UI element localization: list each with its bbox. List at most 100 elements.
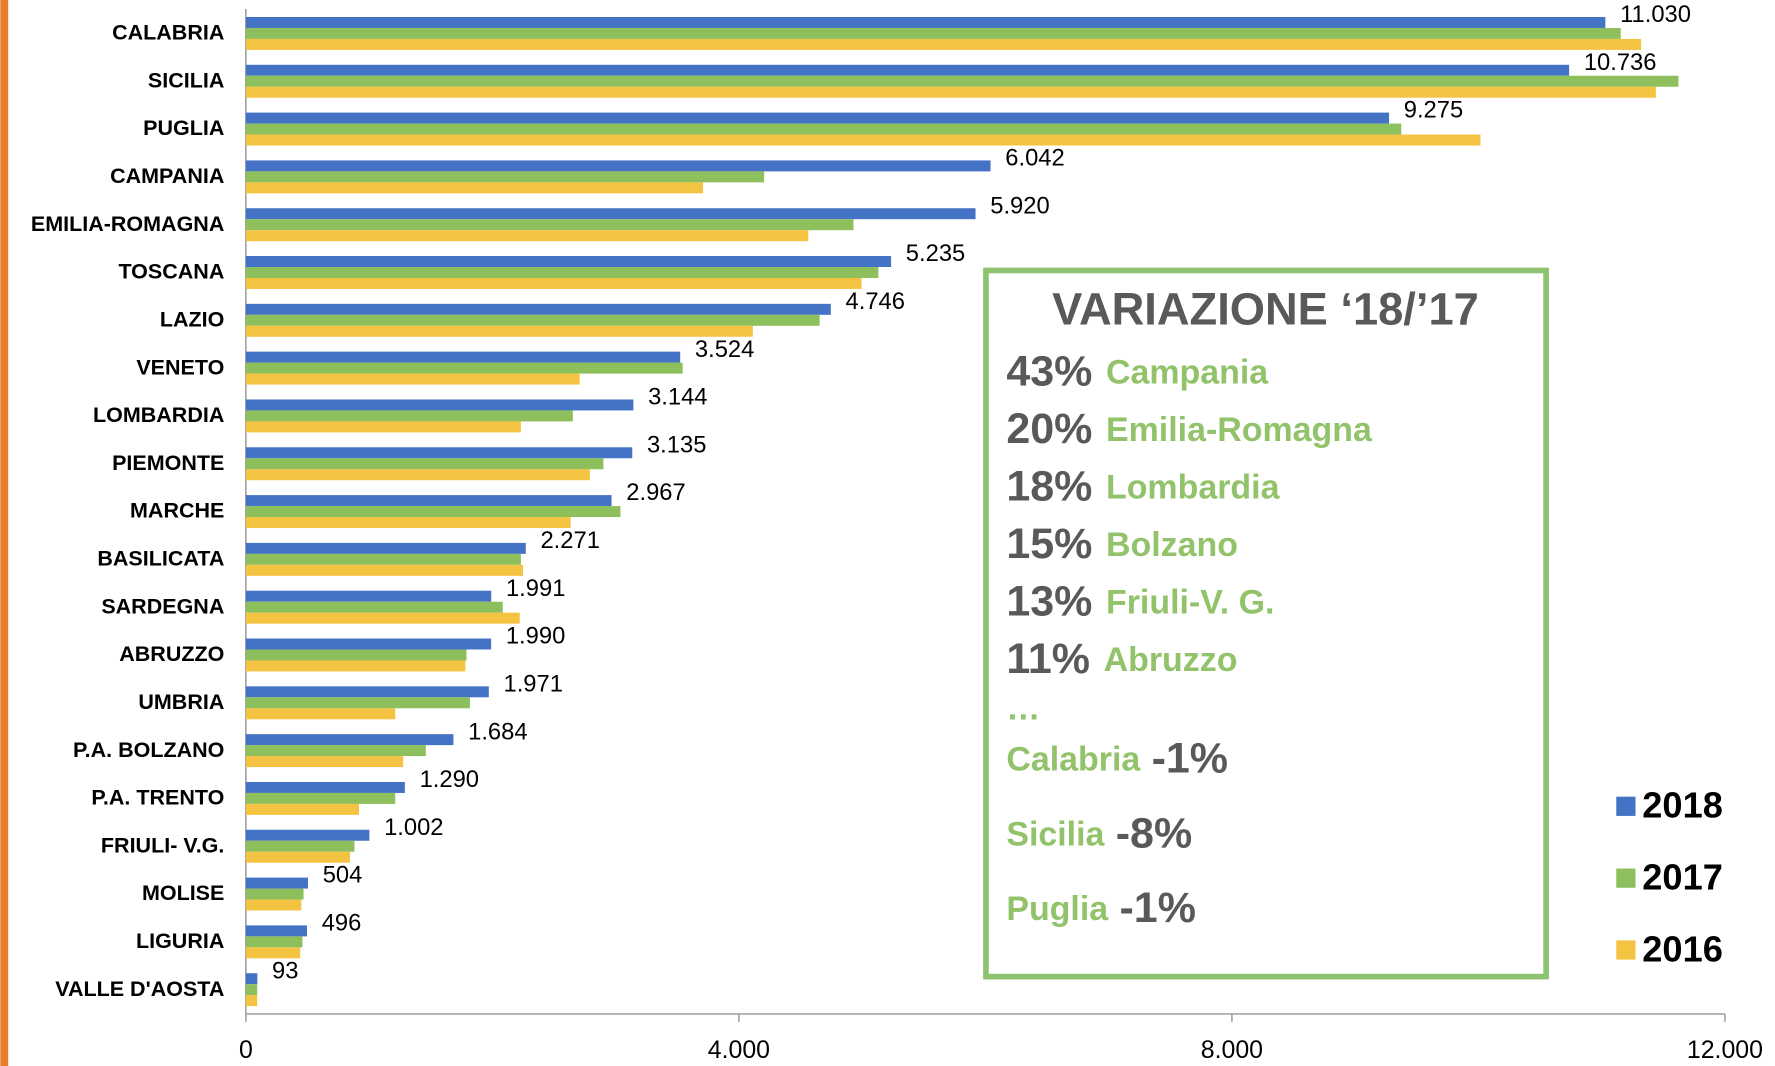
data-label: 1.290	[420, 766, 479, 793]
annotation-line: 15% Bolzano	[1006, 520, 1238, 568]
x-tick-label: 0	[239, 1036, 253, 1064]
bar	[245, 899, 302, 911]
data-label: 11.030	[1620, 1, 1691, 28]
y-tick-label: LOMBARDIA	[93, 403, 224, 427]
bar	[245, 590, 492, 602]
annotation-region: Bolzano	[1106, 526, 1238, 564]
y-tick-label: P.A. TRENTO	[91, 786, 224, 810]
bar	[245, 230, 809, 242]
bar	[245, 182, 704, 194]
legend-swatch	[1616, 868, 1636, 888]
bar	[245, 745, 426, 757]
y-tick-label: UMBRIA	[138, 690, 224, 714]
annotation-region: Sicilia	[1006, 815, 1105, 853]
y-tick-label: SICILIA	[148, 68, 224, 92]
bar	[245, 410, 573, 422]
data-label: 2.271	[540, 527, 599, 554]
annotation-pct: -8%	[1116, 810, 1192, 858]
annotation-pct: -1%	[1119, 884, 1195, 932]
bar	[245, 447, 633, 459]
bar	[245, 877, 308, 889]
y-tick-label: EMILIA-ROMAGNA	[31, 212, 224, 236]
annotation-pct: -1%	[1152, 735, 1228, 783]
y-tick-label: PIEMONTE	[112, 451, 224, 475]
bar	[245, 469, 590, 481]
bar	[245, 601, 503, 613]
data-label: 10.736	[1584, 49, 1657, 76]
y-tick-label: MOLISE	[142, 881, 224, 905]
bar	[245, 325, 753, 337]
bar	[245, 756, 404, 768]
bar	[245, 86, 1656, 98]
bar	[245, 219, 854, 231]
data-label: 1.990	[506, 623, 565, 650]
bar	[245, 995, 258, 1007]
bar	[245, 612, 520, 624]
data-label: 4.746	[846, 288, 905, 315]
y-tick-label: SARDEGNA	[101, 594, 224, 618]
bar	[245, 267, 879, 278]
annotation-region: Friuli-V. G.	[1106, 583, 1274, 621]
bar	[245, 38, 1642, 50]
y-tick-label: VENETO	[136, 355, 224, 379]
y-tick-label: BASILICATA	[97, 547, 224, 571]
y-tick-label: CALABRIA	[112, 21, 224, 45]
y-tick-label: TOSCANA	[118, 260, 224, 284]
bar	[245, 649, 467, 661]
data-label: 3.144	[648, 384, 707, 411]
bar	[245, 16, 1606, 28]
annotation-line: 18% Lombardia	[1006, 463, 1280, 511]
bar	[245, 314, 820, 326]
annotation-line: Puglia -1%	[1006, 884, 1196, 932]
bar	[245, 947, 301, 959]
y-tick-label: VALLE D'AOSTA	[55, 977, 224, 1001]
data-label: 93	[272, 957, 298, 984]
annotation-region: Abruzzo	[1104, 641, 1238, 679]
bar	[245, 134, 1481, 146]
bar	[245, 277, 862, 289]
bar	[245, 373, 580, 385]
bar	[245, 112, 1390, 124]
bar	[245, 888, 304, 900]
annotation-region: Campania	[1106, 354, 1269, 392]
annotation-region: Emilia-Romagna	[1106, 411, 1373, 449]
data-label: 1.991	[506, 575, 565, 602]
annotation-region: Puglia	[1006, 890, 1109, 928]
bar	[245, 421, 521, 433]
annotation-region: Lombardia	[1106, 469, 1281, 507]
annotation-title: VARIAZIONE ‘18/’17	[1052, 283, 1479, 334]
bar	[245, 399, 634, 411]
bar	[245, 458, 604, 470]
y-tick-label: LIGURIA	[136, 929, 224, 953]
bar	[245, 638, 492, 650]
annotation-pct: 13%	[1006, 578, 1092, 626]
bar	[245, 208, 976, 220]
y-tick-label: ABRUZZO	[119, 642, 224, 666]
y-tick-label: FRIULI- V.G.	[101, 833, 224, 857]
bar	[245, 936, 303, 948]
data-label: 3.524	[695, 336, 754, 363]
x-tick-label: 4.000	[708, 1036, 770, 1064]
annotation-region: Calabria	[1006, 741, 1141, 779]
annotation-line: 20% Emilia-Romagna	[1006, 405, 1373, 453]
bar	[245, 564, 524, 576]
legend-label: 2017	[1642, 856, 1723, 897]
data-label: 1.684	[468, 718, 527, 745]
bar	[245, 27, 1621, 39]
data-label: 5.235	[906, 240, 965, 267]
annotation-line: 43% Campania	[1006, 348, 1269, 396]
annotation-pct: 11%	[1006, 635, 1090, 683]
bar	[245, 803, 360, 815]
data-label: 504	[323, 862, 363, 889]
bar	[245, 851, 351, 863]
annotation-pct: 15%	[1006, 520, 1092, 568]
bar	[245, 984, 258, 996]
data-label: 1.002	[384, 814, 443, 841]
data-label: 2.967	[626, 479, 685, 506]
data-label: 6.042	[1005, 145, 1064, 172]
bar	[245, 160, 991, 172]
data-label: 5.920	[990, 192, 1049, 219]
y-tick-label: P.A. BOLZANO	[73, 738, 224, 762]
bar	[245, 553, 521, 565]
bar	[245, 973, 258, 985]
